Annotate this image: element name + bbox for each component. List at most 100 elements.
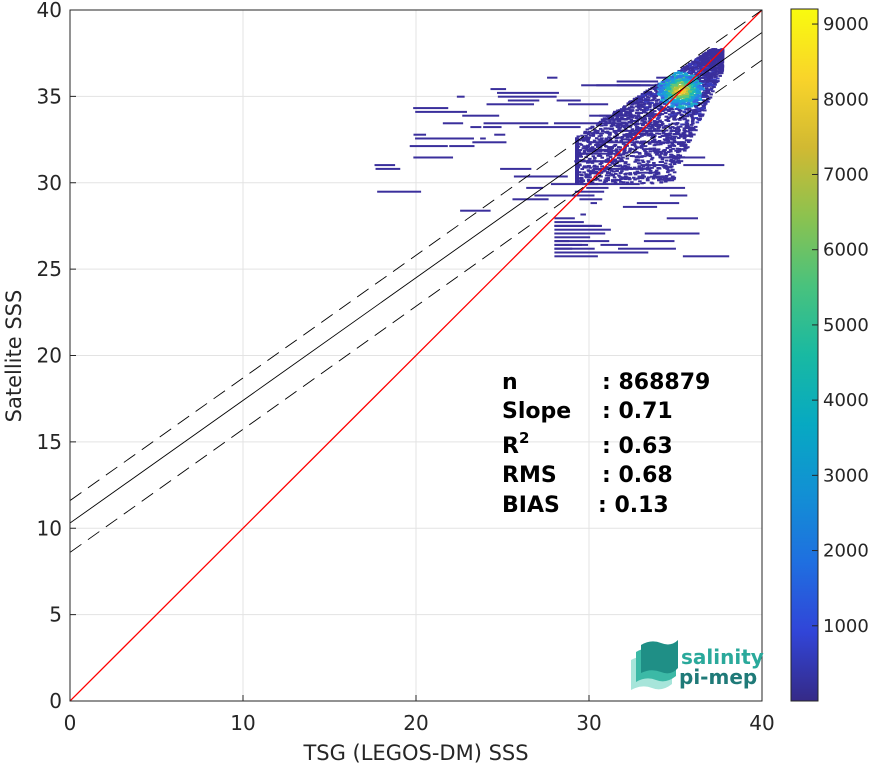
- colorbar-ticks: 1000 2000 3000 4000 5000 6000 7000 8000 9000: [812, 14, 869, 637]
- density-cell: [693, 64, 698, 67]
- density-cell: [685, 119, 689, 122]
- density-cell: [590, 146, 595, 149]
- density-cell: [639, 105, 644, 108]
- density-cell: [676, 76, 681, 79]
- density-cell: [652, 165, 657, 168]
- density-cell: [580, 168, 585, 171]
- density-cell: [682, 255, 730, 258]
- density-cell: [622, 151, 626, 154]
- stat-label: RMS: [502, 463, 557, 488]
- density-cell: [658, 119, 662, 122]
- density-cell: [705, 80, 710, 83]
- density-cell: [575, 138, 579, 141]
- density-cell: [620, 170, 624, 173]
- density-cell: [654, 89, 658, 92]
- density-cell: [618, 175, 622, 178]
- density-cell: [624, 110, 628, 113]
- density-cell: [708, 52, 712, 55]
- density-cell: [590, 126, 595, 129]
- density-cell: [598, 141, 603, 144]
- density-cell: [686, 130, 690, 133]
- density-cell: [708, 82, 713, 85]
- density-cell: [644, 126, 649, 129]
- density-cell: [637, 146, 641, 149]
- density-cell: [623, 121, 627, 124]
- density-cell: [657, 93, 661, 96]
- density-cell: [661, 87, 665, 90]
- density-cell: [658, 82, 663, 85]
- density-cell: [687, 110, 691, 113]
- density-cell: [654, 103, 659, 106]
- density-cell: [713, 78, 717, 81]
- density-cell: [599, 171, 604, 174]
- density-cell: [645, 131, 649, 134]
- density-cell: [599, 138, 604, 141]
- density-cell: [553, 122, 619, 125]
- density-cell: [678, 134, 683, 137]
- density-cell: [653, 175, 657, 178]
- density-cell: [599, 175, 603, 178]
- density-cell: [413, 107, 449, 110]
- density-cell: [638, 180, 642, 183]
- density-cell: [665, 141, 670, 144]
- density-cell: [660, 82, 665, 85]
- density-cell: [657, 92, 661, 95]
- density-cell: [689, 72, 694, 75]
- density-cell: [659, 143, 663, 146]
- density-cell: [669, 153, 674, 156]
- density-cell: [587, 136, 591, 139]
- density-cell: [648, 105, 652, 108]
- density-cell: [632, 166, 637, 169]
- density-cell: [513, 175, 568, 178]
- logo-line2: pi-mep: [679, 665, 757, 689]
- density-cell: [667, 88, 672, 91]
- density-cell: [629, 115, 633, 118]
- density-cell: [711, 70, 715, 73]
- density-cell: [710, 53, 715, 56]
- density-cell: [655, 152, 660, 155]
- density-cell: [674, 123, 679, 126]
- density-cell: [497, 91, 559, 94]
- density-cell: [663, 162, 668, 165]
- density-cell: [607, 166, 611, 169]
- logo-line1: salinity: [681, 645, 764, 669]
- density-cell: [636, 172, 640, 175]
- density-cell: [680, 76, 685, 79]
- density-cell: [680, 82, 685, 85]
- density-cell: [619, 178, 623, 181]
- density-cell: [674, 84, 679, 87]
- density-cell: [642, 129, 647, 132]
- density-cell: [669, 108, 673, 111]
- density-cell: [593, 128, 597, 131]
- density-cell: [695, 75, 700, 78]
- density-cell: [674, 149, 678, 152]
- density-cell: [658, 105, 663, 108]
- density-cell: [672, 73, 676, 76]
- density-cell: [702, 59, 706, 62]
- density-cell: [690, 83, 695, 86]
- density-cell: [643, 240, 675, 243]
- density-cell: [622, 138, 627, 141]
- density-cell: [621, 181, 626, 184]
- density-cell: [592, 167, 597, 170]
- density-cell: [673, 81, 677, 84]
- density-cell: [577, 171, 582, 174]
- density-cell: [672, 178, 676, 181]
- density-cell: [575, 147, 579, 150]
- density-cell: [646, 134, 651, 137]
- density-cell: [687, 99, 692, 102]
- density-cell: [675, 72, 679, 75]
- density-cell: [679, 95, 684, 98]
- density-cell: [554, 240, 610, 243]
- density-cell: [609, 169, 614, 172]
- density-cell: [629, 121, 634, 124]
- stat-value: : 0.68: [602, 463, 673, 488]
- density-cell: [644, 150, 648, 153]
- density-cell: [696, 95, 701, 98]
- density-cell: [584, 134, 588, 137]
- density-cell: [680, 123, 684, 126]
- density-cell: [683, 130, 687, 133]
- density-cell: [653, 151, 658, 154]
- density-cell: [701, 91, 706, 94]
- density-cell: [720, 69, 724, 72]
